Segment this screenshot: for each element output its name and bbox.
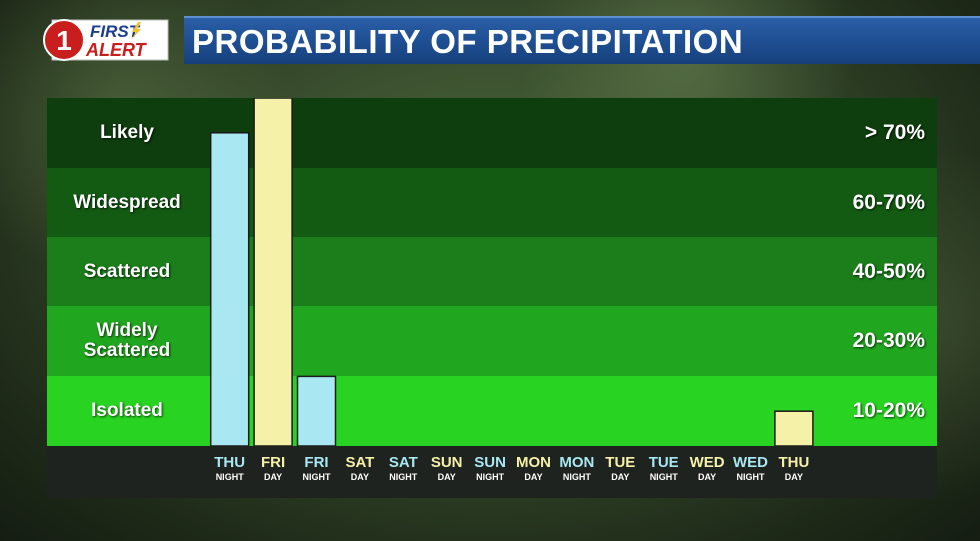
x-tick-day: WED: [689, 454, 725, 471]
x-tick-day: MON: [559, 454, 595, 471]
band-label: Widespread: [73, 191, 181, 213]
x-tick-day: MON: [516, 454, 551, 471]
band-label: Likely: [100, 122, 154, 143]
band-label: Widely Scattered: [83, 320, 171, 361]
x-tick-period: DAY: [524, 472, 543, 482]
bar-fri-night: [296, 375, 337, 446]
x-tick-wed-day: WED DAY: [685, 454, 729, 484]
x-tick-sun-day: SUN DAY: [425, 454, 469, 484]
x-tick-sat-night: SAT NIGHT: [381, 454, 425, 484]
x-tick-wed-night: WED NIGHT: [729, 454, 773, 484]
x-tick-day: WED: [733, 454, 768, 471]
x-tick-period: DAY: [264, 472, 283, 482]
band-range: 20-30%: [852, 329, 925, 352]
x-tick-thu-day: THU DAY: [772, 454, 816, 484]
band-label: Scattered: [83, 260, 171, 282]
x-tick-tue-night: TUE NIGHT: [642, 454, 686, 484]
x-tick-sat-day: SAT DAY: [338, 454, 382, 484]
bar-thu-day: [774, 410, 814, 446]
band-range: 60-70%: [852, 190, 925, 214]
x-tick-mon-day: MON DAY: [512, 454, 556, 484]
x-tick-period: NIGHT: [389, 472, 418, 482]
x-tick-period: NIGHT: [736, 472, 765, 482]
chart-panel: Likely > 70% Widespread 60-70% Scattered 40-5…: [47, 98, 937, 446]
x-tick-fri-day: FRI DAY: [251, 454, 295, 484]
x-tick-period: NIGHT: [562, 472, 591, 482]
x-tick-period: DAY: [437, 472, 456, 482]
band-range: 10-20%: [852, 399, 925, 422]
logo-line1: FIRST: [90, 22, 141, 41]
x-tick-day: TUE: [605, 454, 636, 471]
band-widely-scattered: Widely Scattered 20-30%: [47, 306, 937, 376]
x-tick-period: NIGHT: [649, 472, 678, 482]
x-tick-period: DAY: [350, 472, 369, 482]
x-tick-day: FRI: [261, 454, 286, 471]
x-axis: THU NIGHT FRI DAY FRI NIGHT SAT DAY SAT NIGHT SUN D…: [47, 446, 937, 498]
title-bar: PROBABILITY OF PRECIPITATION: [184, 16, 980, 64]
x-tick-period: DAY: [784, 472, 803, 482]
x-tick-fri-night: FRI NIGHT: [295, 454, 339, 484]
x-tick-day: SUN: [474, 454, 506, 471]
x-tick-thu-night: THU NIGHT: [208, 454, 252, 484]
logo-numeral: 1: [56, 25, 72, 56]
x-tick-sun-night: SUN NIGHT: [468, 454, 512, 484]
x-tick-day: THU: [778, 454, 810, 471]
x-tick-day: THU: [214, 454, 246, 471]
x-tick-period: NIGHT: [476, 472, 505, 482]
x-tick-tue-day: TUE DAY: [598, 454, 642, 484]
x-tick-day: TUE: [648, 454, 679, 471]
x-tick-period: DAY: [611, 472, 630, 482]
band-label: Isolated: [91, 400, 163, 421]
band-likely: Likely > 70%: [47, 98, 937, 168]
logo-line2: ALERT: [85, 40, 148, 60]
x-tick-day: SAT: [345, 454, 375, 471]
band-range: 40-50%: [852, 259, 925, 283]
x-tick-period: DAY: [698, 472, 717, 482]
first-alert-logo: 1 FIRST ALERT: [43, 19, 169, 61]
bar-fri-day: [253, 98, 293, 446]
band-scattered: Scattered 40-50%: [47, 237, 937, 306]
x-tick-day: SUN: [430, 454, 463, 471]
x-tick-mon-night: MON NIGHT: [555, 454, 599, 484]
bar-thu-night: [209, 132, 250, 446]
x-tick-period: NIGHT: [215, 472, 244, 482]
band-range: > 70%: [864, 121, 925, 144]
chart-title: PROBABILITY OF PRECIPITATION: [192, 23, 744, 60]
x-tick-day: SAT: [388, 454, 418, 471]
band-widespread: Widespread 60-70%: [47, 168, 937, 237]
x-tick-period: NIGHT: [302, 472, 331, 482]
x-tick-day: FRI: [304, 454, 329, 471]
bar-plot: [209, 98, 814, 446]
